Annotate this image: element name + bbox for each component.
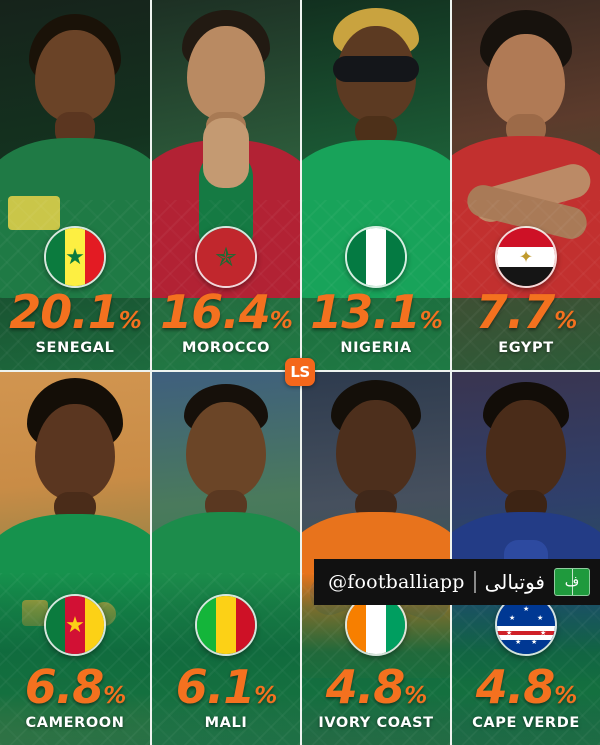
flag-egypt: ✦ <box>495 226 557 288</box>
country-label-mali: MALI <box>204 715 248 731</box>
country-label-cameroon: CAMEROON <box>25 715 125 731</box>
country-label-morocco: MOROCCO <box>181 340 271 356</box>
caption-cape-verde: 4.8% CAPE VERDE <box>452 659 600 731</box>
country-label-senegal: SENEGAL <box>35 340 115 356</box>
country-label-egypt: EGYPT <box>498 340 554 356</box>
panel-morocco[interactable]: ✯ 16.4% MOROCCO <box>150 0 300 370</box>
country-label-nigeria: NIGERIA <box>340 340 412 356</box>
caption-morocco: 16.4% MOROCCO <box>152 284 300 356</box>
panel-row-bottom: ★ 6.8% CAMEROON <box>0 372 600 745</box>
panel-nigeria[interactable]: 13.1% NIGERIA <box>300 0 450 370</box>
flag-cape-verde: ★ ★ ★ ★ ★ ★ ★ <box>495 594 557 656</box>
percent-value-ivory-coast: 4.8% <box>325 659 428 714</box>
flag-morocco: ✯ <box>195 226 257 288</box>
logo-glyph: ف <box>564 574 580 590</box>
panel-row-top: ★ 20.1% SENEGAL <box>0 0 600 372</box>
percent-value-morocco: 16.4% <box>160 284 293 339</box>
panel-mali[interactable]: 6.1% MALI <box>150 372 300 745</box>
handle-username: @footballiapp <box>328 571 465 593</box>
caption-egypt: 7.7% EGYPT <box>452 284 600 356</box>
caption-mali: 6.1% MALI <box>152 659 300 731</box>
percent-value-nigeria: 13.1% <box>310 284 443 339</box>
flag-nigeria <box>345 226 407 288</box>
country-label-cape-verde: CAPE VERDE <box>472 715 580 731</box>
percent-value-cape-verde: 4.8% <box>475 659 578 714</box>
handle-separator <box>473 571 476 593</box>
percent-value-cameroon: 6.8% <box>24 659 127 714</box>
panel-egypt[interactable]: ✦ 7.7% EGYPT <box>450 0 600 370</box>
player-photo-egypt <box>452 0 600 370</box>
caption-nigeria: 13.1% NIGERIA <box>302 284 450 356</box>
percent-value-egypt: 7.7% <box>475 284 578 339</box>
footballi-logo-icon: ف <box>554 568 590 596</box>
player-photo-nigeria <box>302 0 450 370</box>
percent-value-mali: 6.1% <box>175 659 278 714</box>
percent-value-senegal: 20.1% <box>9 284 142 339</box>
ls-badge-label: LS <box>290 363 310 381</box>
flag-mali <box>195 594 257 656</box>
panel-cameroon[interactable]: ★ 6.8% CAMEROON <box>0 372 150 745</box>
flag-senegal: ★ <box>44 226 106 288</box>
caption-senegal: 20.1% SENEGAL <box>0 284 150 356</box>
country-label-ivory-coast: IVORY COAST <box>318 715 434 731</box>
ls-watermark-badge: LS <box>285 358 315 386</box>
handle-persian-name: فوتبالی <box>484 570 545 594</box>
handle-watermark-bar: @footballiapp فوتبالی ف <box>314 559 600 605</box>
caption-ivory-coast: 4.8% IVORY COAST <box>302 659 450 731</box>
caption-cameroon: 6.8% CAMEROON <box>0 659 150 731</box>
flag-cameroon: ★ <box>44 594 106 656</box>
panel-senegal[interactable]: ★ 20.1% SENEGAL <box>0 0 150 370</box>
